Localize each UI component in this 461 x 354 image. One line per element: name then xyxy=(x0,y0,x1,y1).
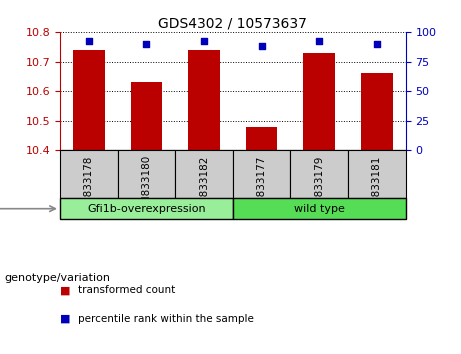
Bar xyxy=(246,127,278,150)
Bar xyxy=(130,82,162,150)
Point xyxy=(258,43,266,49)
Text: Gfi1b-overexpression: Gfi1b-overexpression xyxy=(87,204,206,214)
Text: GSM833180: GSM833180 xyxy=(142,155,151,218)
Bar xyxy=(303,53,335,150)
Point xyxy=(373,41,381,47)
Title: GDS4302 / 10573637: GDS4302 / 10573637 xyxy=(159,17,307,31)
Text: percentile rank within the sample: percentile rank within the sample xyxy=(78,314,254,324)
Bar xyxy=(348,150,406,198)
Bar xyxy=(60,198,233,219)
Bar xyxy=(233,150,290,198)
Text: GSM833178: GSM833178 xyxy=(84,155,94,218)
Bar xyxy=(361,73,393,150)
Bar xyxy=(233,198,406,219)
Point xyxy=(142,41,150,47)
Point xyxy=(200,39,207,44)
Bar xyxy=(118,150,175,198)
Text: wild type: wild type xyxy=(294,204,345,214)
Bar xyxy=(175,150,233,198)
Bar xyxy=(73,50,105,150)
Bar xyxy=(60,150,118,198)
Text: GSM833182: GSM833182 xyxy=(199,155,209,218)
Bar xyxy=(188,50,220,150)
Text: transformed count: transformed count xyxy=(78,285,176,295)
Text: GSM833179: GSM833179 xyxy=(314,155,324,218)
Bar xyxy=(290,150,348,198)
Text: ■: ■ xyxy=(60,285,71,295)
Text: ■: ■ xyxy=(60,314,71,324)
Point xyxy=(315,39,323,44)
Point xyxy=(85,39,92,44)
Text: GSM833177: GSM833177 xyxy=(257,155,266,218)
Text: genotype/variation: genotype/variation xyxy=(5,273,111,283)
Text: GSM833181: GSM833181 xyxy=(372,155,382,218)
